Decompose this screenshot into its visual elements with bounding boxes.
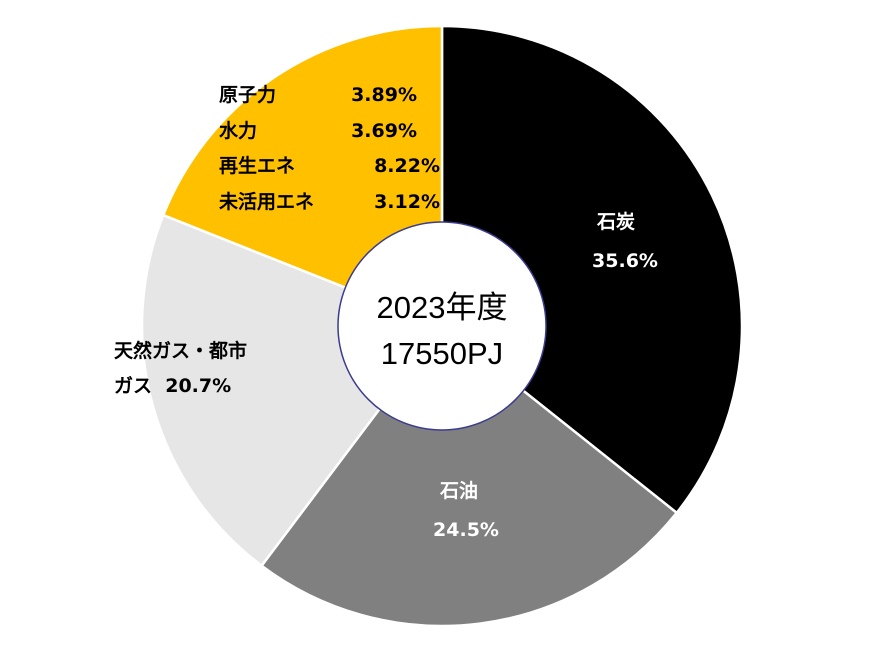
center-total-label: 17550PJ <box>381 336 503 371</box>
renewable-value-label: 8.22% <box>374 155 440 177</box>
unused-energy-value-label: 3.12% <box>374 191 440 213</box>
coal-slice <box>440 24 744 515</box>
oil-value-label: 24.5% <box>433 519 499 541</box>
oil-slice <box>260 324 678 628</box>
center-year-label: 2023年度 <box>377 290 508 325</box>
others-breakdown: 原子力 3.89% 水力 3.69% 再生エネ 8.22% 未活用エネ 3.12… <box>218 83 440 213</box>
coal-name-label: 石炭 <box>596 211 635 233</box>
gas-value-label: ガス 20.7% <box>114 375 231 397</box>
nuclear-value-label: 3.89% <box>351 84 417 106</box>
oil-name-label: 石油 <box>439 480 478 502</box>
donut-center <box>337 221 547 431</box>
nuclear-name-label: 原子力 <box>219 83 276 106</box>
gas-name-label: 天然ガス・都市 <box>114 339 247 362</box>
unused-energy-name-label: 未活用エネ <box>218 190 314 213</box>
renewable-name-label: 再生エネ <box>219 154 295 177</box>
coal-value-label: 35.6% <box>592 250 658 272</box>
hydro-name-label: 水力 <box>219 119 257 142</box>
hydro-value-label: 3.69% <box>351 120 417 142</box>
